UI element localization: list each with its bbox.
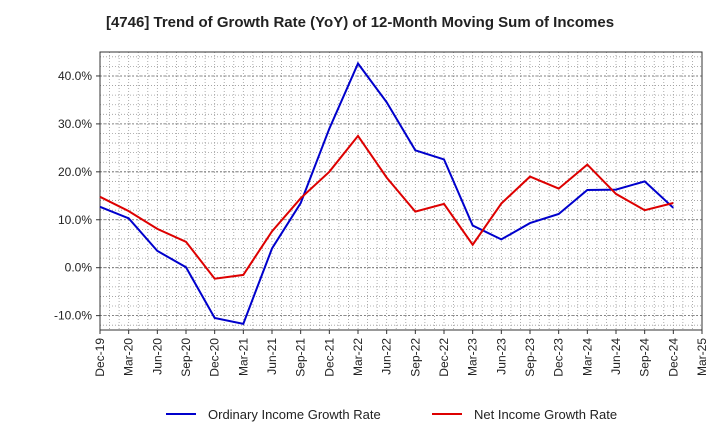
series-line-ordinary-income bbox=[99, 61, 674, 325]
y-tick-label: 20.0% bbox=[58, 165, 92, 179]
x-tick-label: Sep-23 bbox=[523, 338, 537, 377]
y-tick-label: 10.0% bbox=[58, 213, 92, 227]
x-tick-label: Dec-20 bbox=[208, 338, 222, 377]
legend-label: Net Income Growth Rate bbox=[474, 407, 617, 422]
x-tick-label: Mar-21 bbox=[236, 338, 250, 376]
plot-frame bbox=[99, 51, 703, 331]
x-tick-label: Mar-23 bbox=[466, 338, 480, 376]
x-tick-label: Dec-23 bbox=[552, 338, 566, 377]
x-tick-label: Dec-19 bbox=[93, 338, 107, 377]
x-tick-label: Dec-21 bbox=[322, 338, 336, 377]
x-tick-label: Jun-22 bbox=[380, 338, 394, 375]
x-tick-label: Jun-23 bbox=[494, 338, 508, 375]
x-tick-label: Jun-20 bbox=[150, 338, 164, 375]
x-tick-label: Mar-24 bbox=[580, 338, 594, 376]
y-tick-label: 0.0% bbox=[65, 261, 93, 275]
x-tick-label: Mar-20 bbox=[122, 338, 136, 376]
x-tick-label: Dec-24 bbox=[666, 338, 680, 377]
x-tick-label: Mar-22 bbox=[351, 338, 365, 376]
chart-title: [4746] Trend of Growth Rate (YoY) of 12-… bbox=[105, 14, 615, 31]
x-tick-label: Mar-25 bbox=[695, 338, 709, 376]
x-tick-label: Jun-24 bbox=[609, 338, 623, 375]
x-tick-label: Sep-20 bbox=[179, 338, 193, 377]
x-tick-label: Sep-22 bbox=[408, 338, 422, 377]
y-tick-label: 40.0% bbox=[58, 69, 92, 83]
x-tick-label: Dec-22 bbox=[437, 338, 451, 377]
y-tick-label: 30.0% bbox=[58, 117, 92, 131]
x-tick-label: Sep-24 bbox=[638, 338, 652, 377]
x-tick-label: Sep-21 bbox=[294, 338, 308, 377]
series-line-net-income bbox=[99, 134, 674, 280]
y-tick-label: -10.0% bbox=[54, 309, 92, 323]
x-tick-label: Jun-21 bbox=[265, 338, 279, 375]
legend-label: Ordinary Income Growth Rate bbox=[208, 407, 381, 422]
